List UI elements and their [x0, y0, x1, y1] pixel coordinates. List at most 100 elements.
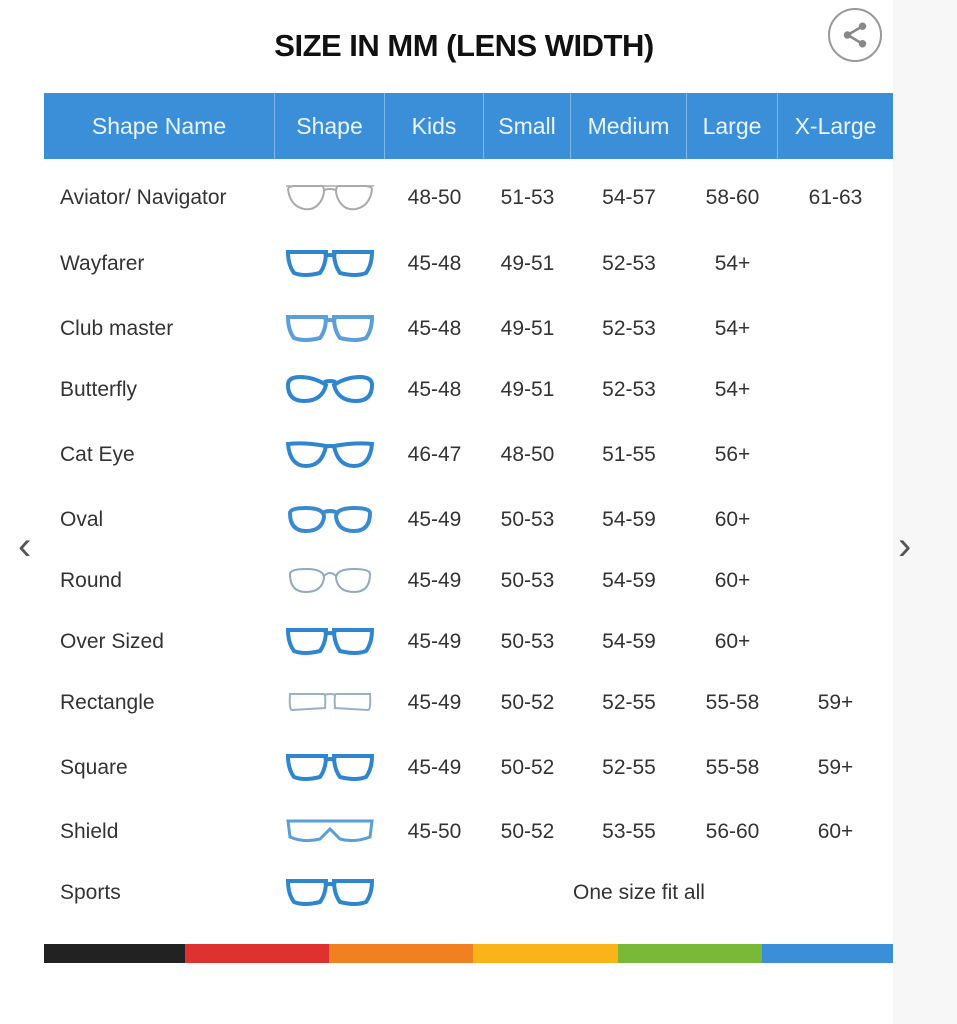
size-large: 56+ — [714, 443, 751, 466]
shape-name: Aviator/ Navigator — [60, 186, 227, 209]
color-bar-segment — [473, 944, 618, 963]
shape-image — [275, 686, 385, 720]
header-shape-name: Shape Name — [44, 93, 275, 159]
size-small: 50-52 — [500, 820, 555, 843]
header-x-large: X-Large — [794, 112, 877, 139]
size-medium: 54-59 — [602, 630, 656, 653]
header-large: Large — [687, 93, 778, 159]
side-panel — [893, 0, 957, 1024]
color-bar-segment — [762, 944, 893, 963]
table-row: Aviator/ Navigator 48-50 51-53 54-57 58-60 61… — [44, 178, 893, 218]
sports-glasses-icon — [285, 879, 375, 906]
size-large: 54+ — [714, 317, 751, 340]
shape-image — [275, 312, 385, 346]
size-x-large: 60+ — [817, 820, 854, 843]
round-glasses-icon — [288, 567, 372, 594]
size-large: 56-60 — [705, 820, 760, 843]
shape-name: Butterfly — [60, 378, 138, 401]
shape-image — [275, 625, 385, 659]
size-kids: 45-50 — [407, 820, 462, 843]
table-header: Shape Name Shape Kids Small Medium Large… — [44, 93, 893, 159]
size-kids: 45-48 — [407, 317, 462, 340]
color-bar-segment — [329, 944, 473, 963]
size-medium: 52-53 — [602, 378, 656, 401]
table-row: Butterfly 45-48 49-51 52-53 54+ — [44, 370, 893, 410]
table-row: Round 45-49 50-53 54-59 60+ — [44, 561, 893, 601]
table-row: Sports One size fit all — [44, 873, 893, 913]
share-icon — [843, 22, 867, 48]
shape-image — [275, 751, 385, 785]
size-small: 50-53 — [500, 508, 555, 531]
butterfly-glasses-icon — [285, 374, 375, 404]
shape-name: Club master — [60, 317, 174, 340]
header-shape: Shape — [275, 93, 385, 159]
aviator-glasses-icon — [286, 185, 374, 211]
size-x-large: 61-63 — [808, 186, 863, 209]
shape-image — [275, 815, 385, 849]
size-note: One size fit all — [573, 881, 705, 904]
cateye-glasses-icon — [285, 441, 375, 469]
share-button[interactable] — [828, 8, 882, 62]
size-kids: 45-49 — [407, 569, 462, 592]
size-small: 50-53 — [500, 569, 555, 592]
size-large: 54+ — [714, 378, 751, 401]
size-medium: 52-55 — [602, 756, 656, 779]
size-medium: 51-55 — [602, 443, 656, 466]
chevron-left-icon[interactable]: ‹ — [18, 524, 32, 568]
shape-name: Shield — [60, 820, 119, 843]
size-medium: 52-53 — [602, 317, 656, 340]
size-kids: 48-50 — [407, 186, 462, 209]
shield-glasses-icon — [286, 819, 374, 843]
size-large: 55-58 — [705, 691, 760, 714]
oval-glasses-icon — [287, 505, 373, 534]
color-bar-segment — [185, 944, 329, 963]
size-kids: 45-48 — [407, 378, 462, 401]
table-row: Rectangle 45-49 50-52 52-55 55-58 59+ — [44, 683, 893, 723]
shape-image — [275, 876, 385, 910]
size-small: 49-51 — [500, 378, 555, 401]
wayfarer-glasses-icon — [285, 250, 375, 277]
size-x-large: 59+ — [817, 756, 854, 779]
size-large: 58-60 — [705, 186, 760, 209]
shape-image — [275, 181, 385, 215]
square-glasses-icon — [285, 754, 375, 781]
size-large: 60+ — [714, 630, 751, 653]
shape-name: Sports — [60, 881, 121, 904]
shape-name: Oval — [60, 508, 104, 531]
color-bar-segment — [618, 944, 762, 963]
table-row: Wayfarer 45-48 49-51 52-53 54+ — [44, 244, 893, 284]
header-medium: Medium — [571, 93, 687, 159]
shape-name: Over Sized — [60, 630, 164, 653]
shape-image — [275, 373, 385, 407]
size-large: 60+ — [714, 569, 751, 592]
size-medium: 54-59 — [602, 569, 656, 592]
shape-name: Wayfarer — [60, 252, 145, 275]
table-row: Square 45-49 50-52 52-55 55-58 59+ — [44, 748, 893, 788]
oversized-glasses-icon — [285, 628, 375, 655]
page-title: SIZE IN MM (LENS WIDTH) — [274, 28, 654, 63]
size-kids: 45-49 — [407, 630, 462, 653]
shape-name: Cat Eye — [60, 443, 135, 466]
size-kids: 45-49 — [407, 691, 462, 714]
size-kids: 45-48 — [407, 252, 462, 275]
shape-image — [275, 438, 385, 472]
shape-name: Round — [60, 569, 122, 592]
size-large: 54+ — [714, 252, 751, 275]
shape-name: Square — [60, 756, 128, 779]
size-small: 48-50 — [500, 443, 555, 466]
size-small: 50-52 — [500, 756, 555, 779]
table-row: Oval 45-49 50-53 54-59 60+ — [44, 500, 893, 540]
table-row: Shield 45-50 50-52 53-55 56-60 60+ — [44, 812, 893, 852]
size-medium: 52-53 — [602, 252, 656, 275]
color-bar-segment — [44, 944, 185, 963]
size-kids: 46-47 — [407, 443, 462, 466]
size-large: 55-58 — [705, 756, 760, 779]
size-small: 51-53 — [500, 186, 555, 209]
table-row: Over Sized 45-49 50-53 54-59 60+ — [44, 622, 893, 662]
chevron-right-icon[interactable]: › — [898, 524, 912, 568]
size-medium: 52-55 — [602, 691, 656, 714]
table-row: Cat Eye 46-47 48-50 51-55 56+ — [44, 435, 893, 475]
size-x-large: 59+ — [817, 691, 854, 714]
shape-image — [275, 503, 385, 537]
clubmaster-glasses-icon — [285, 315, 375, 342]
